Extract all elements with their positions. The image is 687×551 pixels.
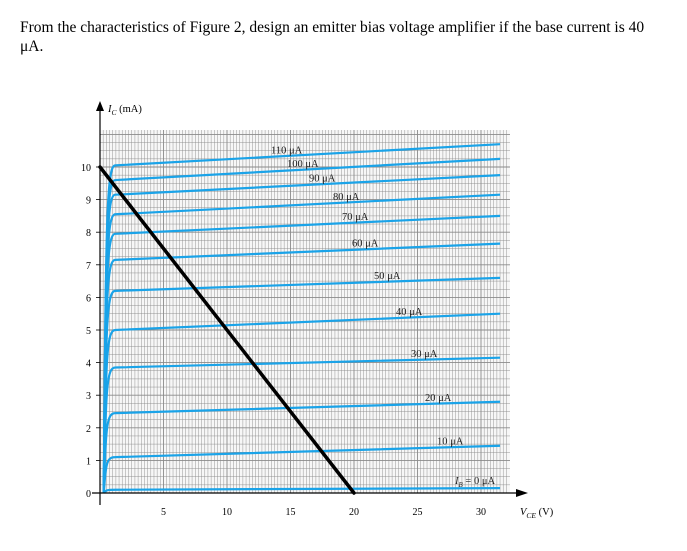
y-axis-label: IC (mA) [107,104,142,117]
y-tick-label: 8 [86,228,91,239]
ib-curve-label: 60 μA [352,239,379,250]
y-tick-label: 1 [86,456,91,467]
ib-curve-label: 90 μA [309,173,336,184]
y-tick-label: 2 [86,424,91,435]
x-tick-label: 10 [222,507,232,518]
ib-curve-label: 80 μA [333,192,360,203]
question-text: From the characteristics of Figure 2, de… [20,19,645,55]
ib-curve-label: 70 μA [342,212,369,223]
y-tick-label: 6 [86,293,91,304]
x-tick-label: 30 [476,507,486,518]
ib-zero-label: IB = 0 μA [454,476,495,489]
x-tick-label: 15 [286,507,296,518]
ib-curve-label: 100 μA [287,159,319,170]
x-axis-label: VCE (V) [520,507,554,520]
ib-curve-label: 20 μA [425,393,452,404]
y-tick-label: 7 [86,261,91,272]
y-axis-arrow [96,101,104,111]
x-tick-label: 20 [349,507,359,518]
ib-curve-label: 40 μA [396,307,423,318]
y-tick-label: 10 [81,163,91,174]
y-tick-label: 5 [86,326,91,337]
ib-curve-label: 50 μA [374,271,401,282]
y-tick-label: 4 [86,359,91,370]
y-tick-label: 0 [86,489,91,500]
x-axis-arrow [516,489,528,497]
x-tick-label: 5 [161,507,166,518]
ib-curve-110ua [102,143,501,494]
x-tick-label: 25 [413,507,423,518]
ib-curve-label: 30 μA [411,349,438,360]
ib-curve-label: 10 μA [437,437,464,448]
dc-load-line [98,165,356,495]
ib-curve-label: 110 μA [271,145,303,156]
y-tick-label: 9 [86,196,91,207]
y-tick-label: 3 [86,391,91,402]
